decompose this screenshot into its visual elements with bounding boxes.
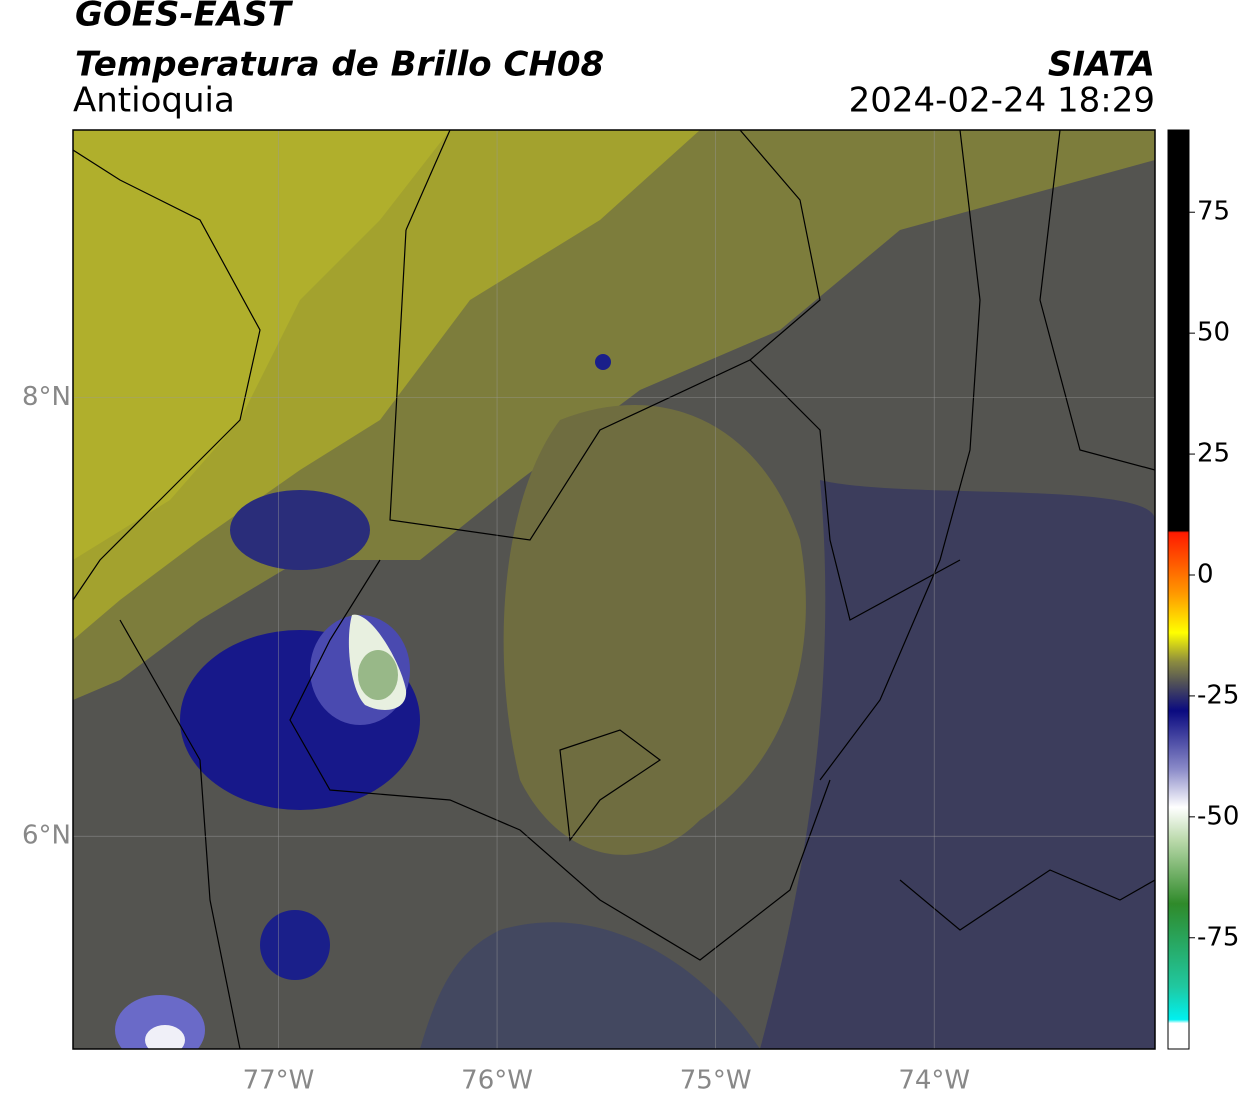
colorbar-tick-label: 75 [1197, 197, 1230, 227]
subtitle: Temperatura de Brillo CH08 [75, 45, 604, 85]
datetime: 2024-02-24 18:29 [849, 81, 1155, 121]
lon-label: 77°W [243, 1066, 315, 1096]
lon-label: 76°W [461, 1066, 533, 1096]
colorbar-tick-label: 50 [1197, 318, 1230, 348]
graticule [73, 130, 1155, 1049]
map-frame [72, 129, 1156, 1050]
colorbar-tick-label: 25 [1197, 439, 1230, 469]
region: Antioquia [73, 81, 235, 121]
satellite-image [73, 130, 1155, 1049]
colorbar-tick-label: -25 [1197, 680, 1239, 710]
lat-label: 6°N [22, 821, 71, 851]
lon-label: 75°W [680, 1066, 752, 1096]
title: GOES-EAST [75, 0, 294, 35]
colorbar [1167, 129, 1190, 1050]
lat-label: 8°N [22, 382, 71, 412]
colorbar-tick-label: 0 [1197, 559, 1214, 589]
lon-label: 74°W [898, 1066, 970, 1096]
colorbar-tick-label: -50 [1197, 801, 1239, 831]
colorbar-tick-label: -75 [1197, 922, 1239, 952]
source: SIATA [1048, 45, 1155, 85]
